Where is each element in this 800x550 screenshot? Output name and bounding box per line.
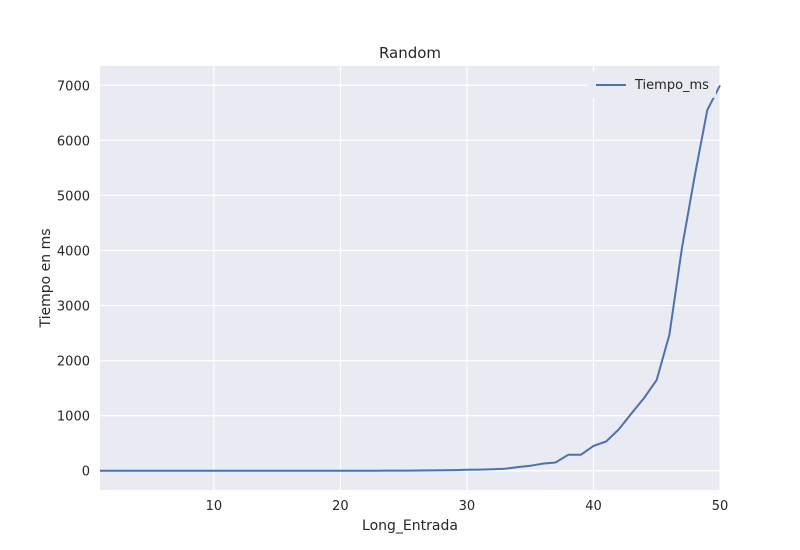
legend-box <box>588 72 716 98</box>
y-tick-label: 0 <box>82 465 90 480</box>
y-tick-labels: 0 1000 2000 3000 4000 5000 6000 7000 <box>57 79 90 479</box>
y-tick-label: 6000 <box>57 134 90 149</box>
y-tick-label: 3000 <box>57 300 90 315</box>
y-tick-label: 5000 <box>57 189 90 204</box>
x-tick-label: 40 <box>585 499 602 514</box>
x-tick-label: 30 <box>459 499 476 514</box>
chart-title: Random <box>379 44 441 62</box>
legend: Tiempo_ms <box>588 72 716 98</box>
legend-label-tiempo-ms: Tiempo_ms <box>634 78 709 93</box>
y-tick-label: 2000 <box>57 355 90 370</box>
y-tick-label: 1000 <box>57 410 90 425</box>
x-tick-label: 50 <box>712 499 729 514</box>
y-axis-label: Tiempo en ms <box>38 228 54 328</box>
series-line-tiempo-ms <box>100 84 721 472</box>
series-layer <box>100 84 721 472</box>
x-axis-label: Long_Entrada <box>362 518 458 534</box>
y-tick-label: 7000 <box>57 79 90 94</box>
plot-background <box>100 66 720 490</box>
y-tick-label: 4000 <box>57 244 90 259</box>
x-tick-label: 10 <box>206 499 223 514</box>
x-tick-labels: 10 20 30 40 50 <box>206 499 729 514</box>
x-gridlines <box>213 66 721 490</box>
x-tick-label: 20 <box>332 499 349 514</box>
